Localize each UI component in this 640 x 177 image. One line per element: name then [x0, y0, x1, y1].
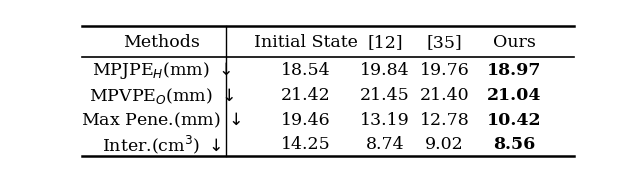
Text: 12.78: 12.78	[420, 112, 469, 129]
Text: Ours: Ours	[493, 34, 536, 51]
Text: MPJPE$_{H}$(mm) $\downarrow$: MPJPE$_{H}$(mm) $\downarrow$	[92, 61, 232, 81]
Text: 13.19: 13.19	[360, 112, 410, 129]
Text: 18.97: 18.97	[487, 62, 541, 79]
Text: 9.02: 9.02	[425, 136, 464, 153]
Text: 21.40: 21.40	[420, 87, 469, 104]
Text: 21.04: 21.04	[487, 87, 541, 104]
Text: 14.25: 14.25	[281, 136, 330, 153]
Text: 18.54: 18.54	[281, 62, 330, 79]
Text: 19.84: 19.84	[360, 62, 410, 79]
Text: [12]: [12]	[367, 34, 403, 51]
Text: 21.45: 21.45	[360, 87, 410, 104]
Text: 19.76: 19.76	[420, 62, 469, 79]
Text: [35]: [35]	[427, 34, 463, 51]
Text: Max Pene.(mm) $\downarrow$: Max Pene.(mm) $\downarrow$	[81, 110, 243, 130]
Text: 10.42: 10.42	[487, 112, 541, 129]
Text: 8.74: 8.74	[365, 136, 404, 153]
Text: Methods: Methods	[124, 34, 200, 51]
Text: MPVPE$_{O}$(mm) $\downarrow$: MPVPE$_{O}$(mm) $\downarrow$	[90, 85, 234, 105]
Text: 21.42: 21.42	[281, 87, 330, 104]
Text: 19.46: 19.46	[281, 112, 330, 129]
Text: 8.56: 8.56	[493, 136, 535, 153]
Text: Initial State: Initial State	[253, 34, 358, 51]
Text: Inter.(cm$^{3}$) $\downarrow$: Inter.(cm$^{3}$) $\downarrow$	[102, 133, 221, 156]
